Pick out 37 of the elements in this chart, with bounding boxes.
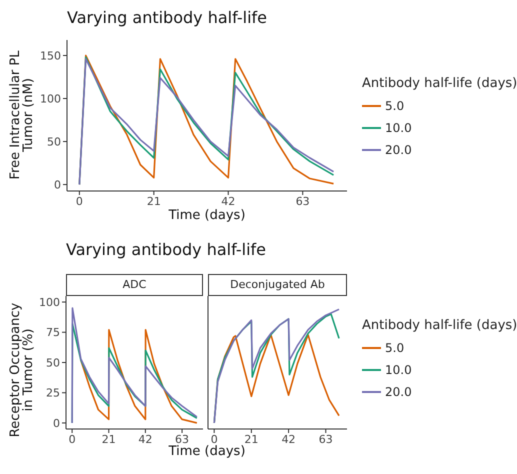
- x-axis-title: Time (days): [168, 444, 246, 459]
- chart-title: Varying antibody half-life: [67, 8, 267, 27]
- y-axis-title: Free Intracellular PL Tumor (nM): [8, 50, 36, 180]
- x-tick-label: 42: [221, 194, 236, 208]
- legend-label: 10.0: [385, 363, 412, 377]
- legend-label: 20.0: [385, 385, 412, 399]
- chart-title: Varying antibody half-life: [66, 240, 266, 259]
- y-axis-title: Receptor Occupancy in Tumor (%): [8, 302, 36, 438]
- x-tick-label: 42: [282, 432, 296, 446]
- chart-subtitle: Deconjugated Ab: [208, 274, 347, 296]
- x-tick-label: 63: [296, 194, 310, 208]
- legend-label: 5.0: [385, 341, 404, 355]
- y-tick-label: 50: [46, 356, 60, 370]
- y-tick-label: 0: [54, 178, 61, 192]
- y-tick-label: 100: [40, 92, 61, 106]
- y-tick-label: 100: [39, 296, 60, 309]
- x-tick-label: 63: [175, 432, 190, 446]
- y-tick-label: 0: [53, 416, 60, 430]
- y-tick-label: 150: [40, 49, 61, 62]
- x-tick-label: 21: [244, 432, 258, 446]
- legend-title: Antibody half-life (days): [362, 318, 517, 333]
- chart-subtitle: ADC: [66, 274, 203, 296]
- legend-label: 10.0: [385, 121, 412, 135]
- x-tick-label: 0: [76, 194, 83, 208]
- x-tick-label: 63: [318, 432, 333, 446]
- legend-label: 5.0: [385, 99, 404, 113]
- x-tick-label: 0: [68, 432, 76, 446]
- legend-title: Antibody half-life (days): [362, 76, 517, 91]
- y-tick-label: 25: [46, 386, 60, 400]
- y-tick-label: 75: [46, 326, 60, 340]
- y-tick-label: 50: [47, 135, 61, 148]
- legend-label: 20.0: [385, 143, 412, 157]
- x-tick-label: 21: [146, 194, 161, 208]
- x-axis-title: Time (days): [168, 208, 246, 223]
- x-tick-label: 0: [210, 432, 218, 446]
- x-tick-label: 21: [102, 432, 116, 446]
- x-tick-label: 42: [138, 432, 152, 446]
